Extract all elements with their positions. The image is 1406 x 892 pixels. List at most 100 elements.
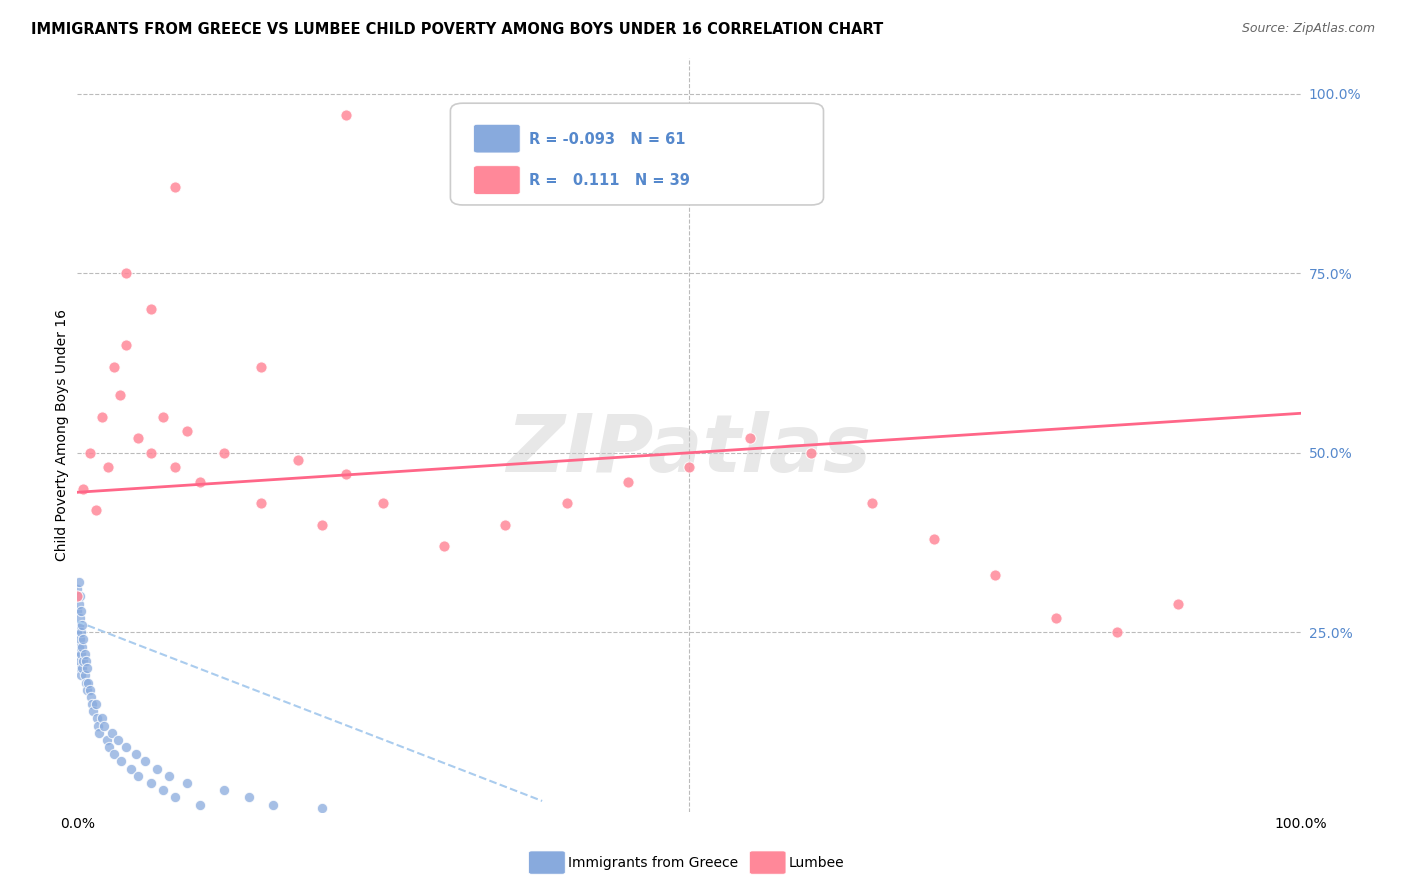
- Point: [250, 496, 273, 510]
- Point: [90, 711, 112, 725]
- Point: [75, 675, 97, 690]
- Point: [139, 302, 162, 317]
- Point: [67, 618, 90, 632]
- Point: [66, 590, 89, 604]
- Point: [70, 668, 93, 682]
- Point: [84, 697, 107, 711]
- Point: [188, 797, 211, 812]
- Point: [176, 776, 198, 790]
- Point: [433, 539, 456, 553]
- Text: R =   0.111   N = 39: R = 0.111 N = 39: [529, 173, 689, 188]
- Point: [67, 574, 90, 589]
- Point: [90, 409, 112, 424]
- Point: [922, 532, 945, 546]
- Point: [70, 604, 93, 618]
- Point: [66, 604, 89, 618]
- Point: [311, 517, 333, 532]
- Point: [70, 640, 93, 654]
- Point: [70, 661, 93, 675]
- Text: ZIPatlas: ZIPatlas: [506, 411, 872, 489]
- Point: [165, 180, 187, 194]
- Point: [79, 446, 101, 460]
- Point: [103, 359, 125, 374]
- Point: [678, 460, 700, 475]
- Point: [69, 611, 91, 625]
- Point: [93, 718, 115, 732]
- Point: [120, 762, 142, 776]
- Text: Source: ZipAtlas.com: Source: ZipAtlas.com: [1241, 22, 1375, 36]
- Point: [335, 467, 357, 482]
- Point: [66, 625, 89, 640]
- Point: [555, 496, 578, 510]
- Point: [311, 801, 333, 815]
- Point: [115, 740, 138, 755]
- Point: [67, 640, 90, 654]
- Point: [84, 503, 107, 517]
- Point: [97, 460, 120, 475]
- Point: [70, 618, 93, 632]
- Point: [984, 567, 1007, 582]
- Point: [115, 266, 138, 280]
- Point: [146, 762, 169, 776]
- Point: [72, 632, 94, 647]
- Point: [79, 682, 101, 697]
- Point: [82, 704, 104, 718]
- Point: [67, 597, 90, 611]
- Point: [862, 496, 884, 510]
- Point: [66, 647, 89, 661]
- Point: [98, 740, 121, 755]
- Point: [67, 661, 90, 675]
- Point: [165, 790, 187, 805]
- Point: [107, 733, 129, 747]
- Point: [69, 632, 91, 647]
- Point: [250, 359, 273, 374]
- Point: [80, 690, 103, 704]
- Point: [70, 625, 93, 640]
- Text: Lumbee: Lumbee: [789, 855, 845, 870]
- Point: [103, 747, 125, 762]
- Point: [89, 725, 111, 739]
- Point: [262, 797, 284, 812]
- Point: [371, 496, 394, 510]
- FancyBboxPatch shape: [450, 103, 824, 205]
- Point: [127, 432, 149, 446]
- Point: [1045, 611, 1067, 625]
- Point: [617, 475, 640, 489]
- Point: [165, 460, 187, 475]
- FancyBboxPatch shape: [474, 166, 520, 194]
- Point: [139, 776, 162, 790]
- Point: [76, 682, 98, 697]
- Point: [69, 654, 91, 668]
- Point: [96, 733, 118, 747]
- Y-axis label: Child Poverty Among Boys Under 16: Child Poverty Among Boys Under 16: [55, 309, 69, 561]
- Point: [73, 647, 96, 661]
- Point: [72, 482, 94, 496]
- Point: [87, 718, 110, 732]
- Point: [72, 654, 94, 668]
- Text: Immigrants from Greece: Immigrants from Greece: [568, 855, 738, 870]
- Point: [212, 783, 235, 797]
- Point: [1167, 597, 1189, 611]
- Point: [108, 388, 131, 402]
- Point: [66, 582, 89, 597]
- Point: [77, 675, 100, 690]
- Point: [238, 790, 260, 805]
- Point: [80, 697, 103, 711]
- Point: [740, 432, 762, 446]
- Point: [134, 755, 156, 769]
- Point: [335, 108, 357, 122]
- Point: [125, 747, 148, 762]
- Point: [152, 409, 174, 424]
- Point: [152, 783, 174, 797]
- Point: [1107, 625, 1129, 640]
- Point: [157, 769, 180, 783]
- Point: [75, 654, 97, 668]
- Point: [495, 517, 517, 532]
- Text: R = -0.093   N = 61: R = -0.093 N = 61: [529, 132, 685, 147]
- Point: [100, 725, 122, 739]
- Point: [127, 769, 149, 783]
- Point: [287, 453, 309, 467]
- Point: [176, 424, 198, 438]
- FancyBboxPatch shape: [474, 124, 520, 153]
- Point: [73, 668, 96, 682]
